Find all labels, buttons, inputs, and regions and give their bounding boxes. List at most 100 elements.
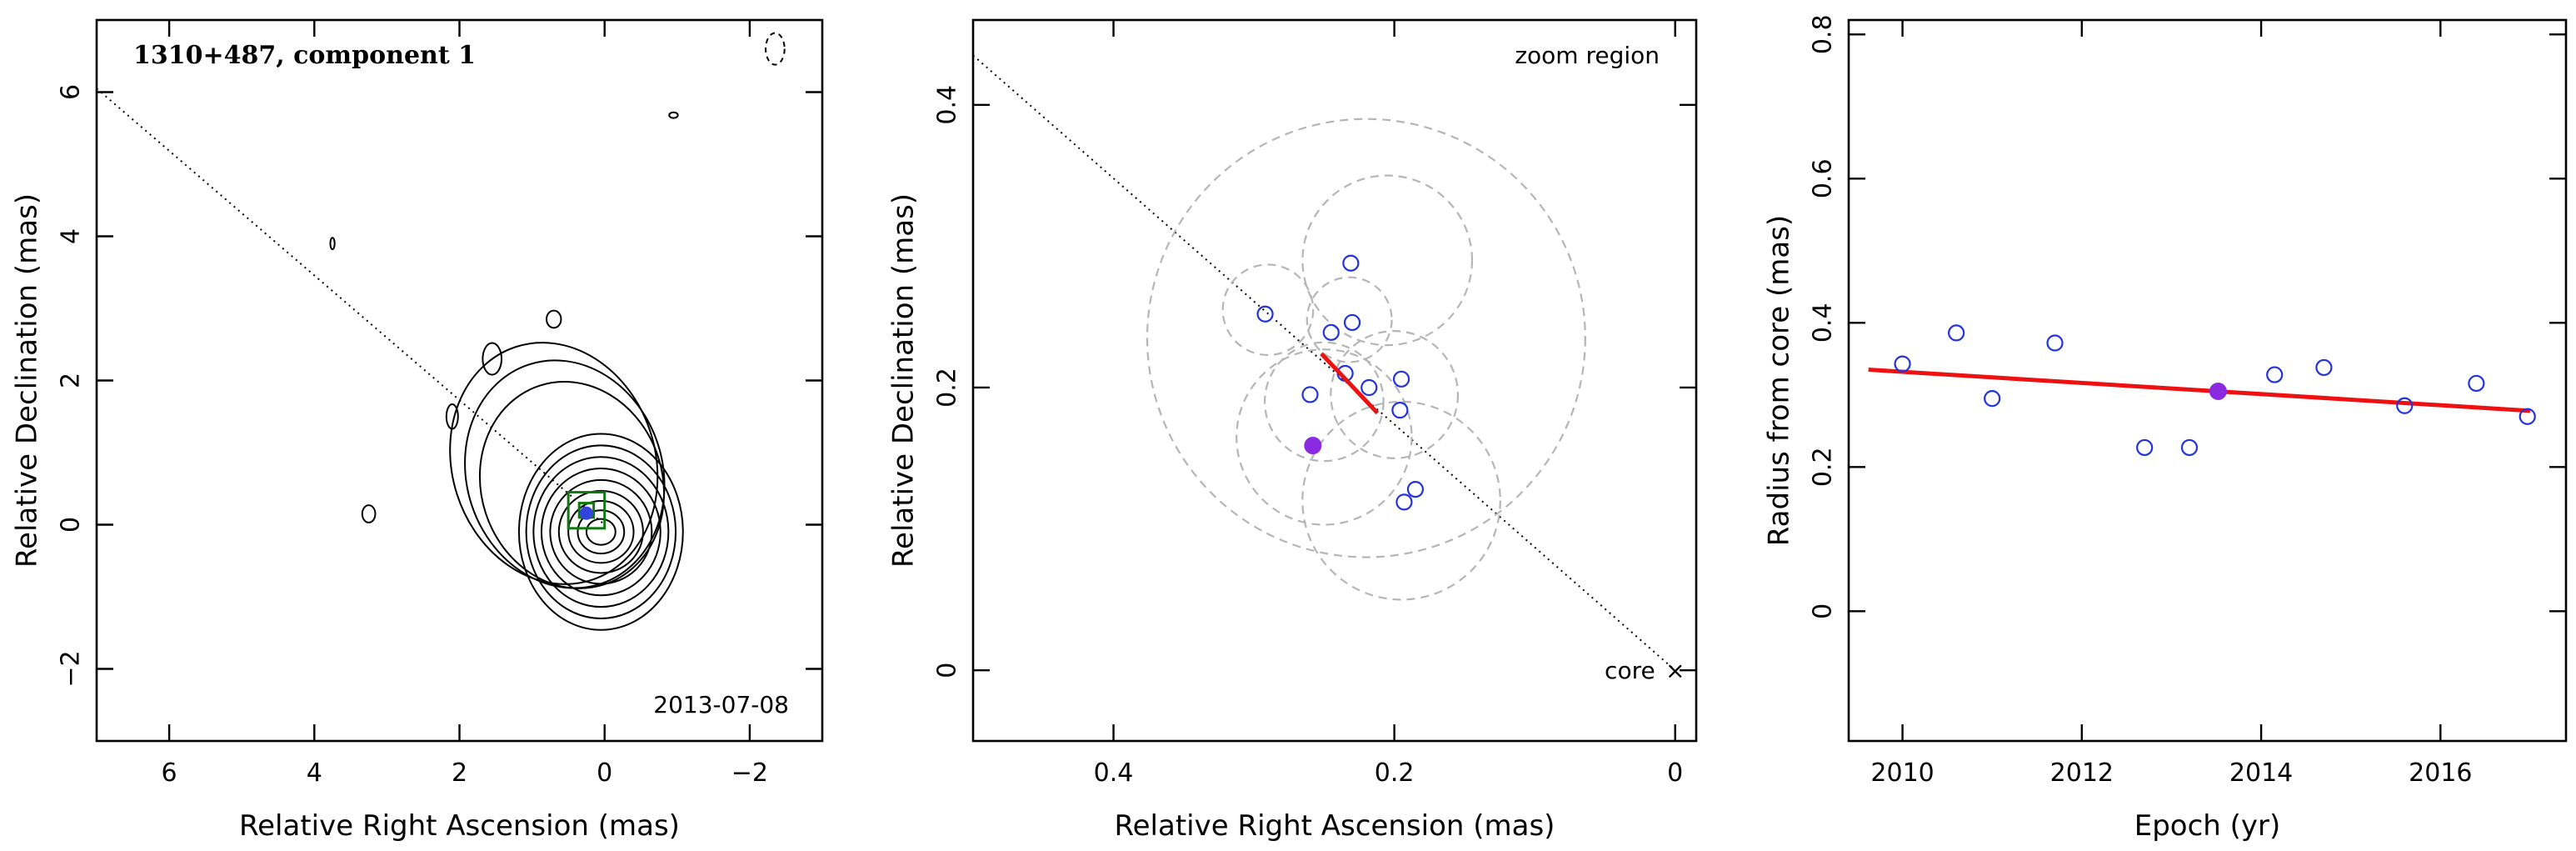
y-tick-label: 0.2 [1809, 447, 1838, 487]
core-contour [577, 509, 626, 555]
x-tick-label: 4 [307, 758, 322, 788]
zoom-region-label: zoom region [1515, 42, 1660, 69]
y-tick-label: 0 [933, 663, 962, 678]
data-point [2396, 397, 2414, 414]
y-axis-label: Relative Declination (mas) [887, 193, 921, 568]
data-point [1301, 386, 1319, 403]
y-tick-label: 0 [57, 517, 86, 533]
data-point [1406, 480, 1425, 498]
plot-area [973, 54, 1676, 671]
error-circle [1305, 276, 1393, 363]
x-axis-label: Relative Right Ascension (mas) [1115, 809, 1555, 843]
contour-map-panel: 6 4 2 0 −2 −2 0 2 4 6 Relative Right Ascension (ma… [11, 18, 824, 843]
error-circle [1221, 263, 1315, 357]
core-contour [540, 468, 661, 597]
y-tick-label: 0.8 [1809, 14, 1838, 54]
contour-island [546, 309, 562, 329]
y-tick-label: 2 [57, 373, 86, 388]
panel-title: 1310+487, component 1 [133, 41, 476, 70]
data-point [1256, 305, 1274, 323]
extended-contour [449, 342, 659, 585]
plot-area [1868, 324, 2536, 457]
plot-frame [971, 18, 1698, 743]
y-tick-label: 6 [57, 84, 86, 100]
x-tick-label: 2012 [2050, 758, 2114, 788]
x-tick-label: 0.4 [1094, 758, 1134, 788]
data-point [1360, 378, 1378, 397]
error-circle [1330, 330, 1460, 459]
data-point [1392, 370, 1410, 388]
y-tick-label: 0.2 [933, 368, 962, 408]
zoom-box [567, 491, 607, 530]
component-marker [579, 506, 593, 520]
contour-island [361, 504, 377, 523]
contour-island [482, 342, 503, 376]
data-point [2468, 374, 2485, 393]
y-tick-label: −2 [57, 650, 86, 687]
data-point [1395, 493, 1413, 511]
highlighted-point [1304, 437, 1322, 455]
x-tick-label: −2 [731, 758, 768, 788]
y-axis-label: Radius from core (mas) [1763, 215, 1796, 546]
y-axis-label: Relative Declination (mas) [11, 193, 44, 568]
contour-island [668, 111, 679, 119]
error-circle [1301, 400, 1501, 601]
error-circle [1146, 118, 1586, 558]
core-marker: × [1665, 657, 1685, 684]
data-point [1343, 313, 1361, 332]
x-axis-label: Relative Right Ascension (mas) [239, 809, 680, 843]
data-point [2266, 366, 2284, 383]
date-label: 2013-07-08 [653, 691, 789, 718]
x-tick-label: 2014 [2229, 758, 2293, 788]
data-point [2180, 438, 2199, 457]
radius-vs-epoch-panel: 2010 2012 2014 2016 0 0.2 0.4 0.6 0.8 Epoch (yr) R… [1763, 14, 2568, 843]
data-point [2046, 334, 2064, 352]
zoom-region-panel: 0.4 0.2 0 0 0.2 0.4 Relative Right Ascension (… [887, 18, 1698, 843]
x-axis-label: Epoch (yr) [2134, 809, 2281, 843]
data-point [1984, 390, 2001, 408]
y-tick-label: 0.4 [1809, 303, 1838, 343]
y-tick-label: 0 [1809, 603, 1838, 619]
plot-frame [1847, 18, 2568, 743]
data-point [1948, 324, 1965, 342]
data-point [2519, 408, 2536, 425]
core-contour [525, 444, 677, 619]
data-point [1894, 355, 1911, 373]
y-tick-label: 4 [57, 228, 86, 244]
highlighted-point [2209, 382, 2227, 400]
contour-island [329, 237, 336, 251]
core-contour [585, 518, 617, 546]
data-point [2136, 438, 2154, 457]
core-contour [549, 478, 653, 585]
core-label: core [1605, 657, 1655, 684]
x-tick-label: 2016 [2409, 758, 2472, 788]
position-angle-line [97, 88, 606, 526]
plot-area [97, 32, 786, 631]
core-contour [567, 499, 635, 564]
x-tick-label: 2010 [1870, 758, 1934, 788]
core-contour [517, 433, 684, 631]
x-tick-label: 0.2 [1375, 758, 1415, 788]
x-tick-label: 0 [597, 758, 612, 788]
error-circle [1301, 174, 1474, 347]
data-point [2315, 358, 2333, 377]
error-circle [1264, 341, 1385, 463]
x-tick-label: 2 [452, 758, 467, 788]
data-point [1322, 323, 1340, 341]
core-contour [557, 489, 644, 574]
position-angle-line [973, 54, 1676, 671]
y-tick-label: 0.6 [1809, 158, 1838, 198]
fit-line [1868, 368, 2531, 413]
negative-contour [765, 32, 786, 66]
core-contour [532, 456, 670, 608]
data-point [1391, 402, 1409, 419]
fit-track [1320, 352, 1380, 415]
contour-island [445, 403, 459, 430]
x-tick-label: 6 [162, 758, 177, 788]
error-circle [1236, 348, 1413, 526]
y-tick-label: 0.4 [933, 85, 962, 125]
x-tick-label: 0 [1667, 758, 1683, 788]
plot-frame [95, 18, 824, 743]
data-point [1342, 254, 1360, 272]
